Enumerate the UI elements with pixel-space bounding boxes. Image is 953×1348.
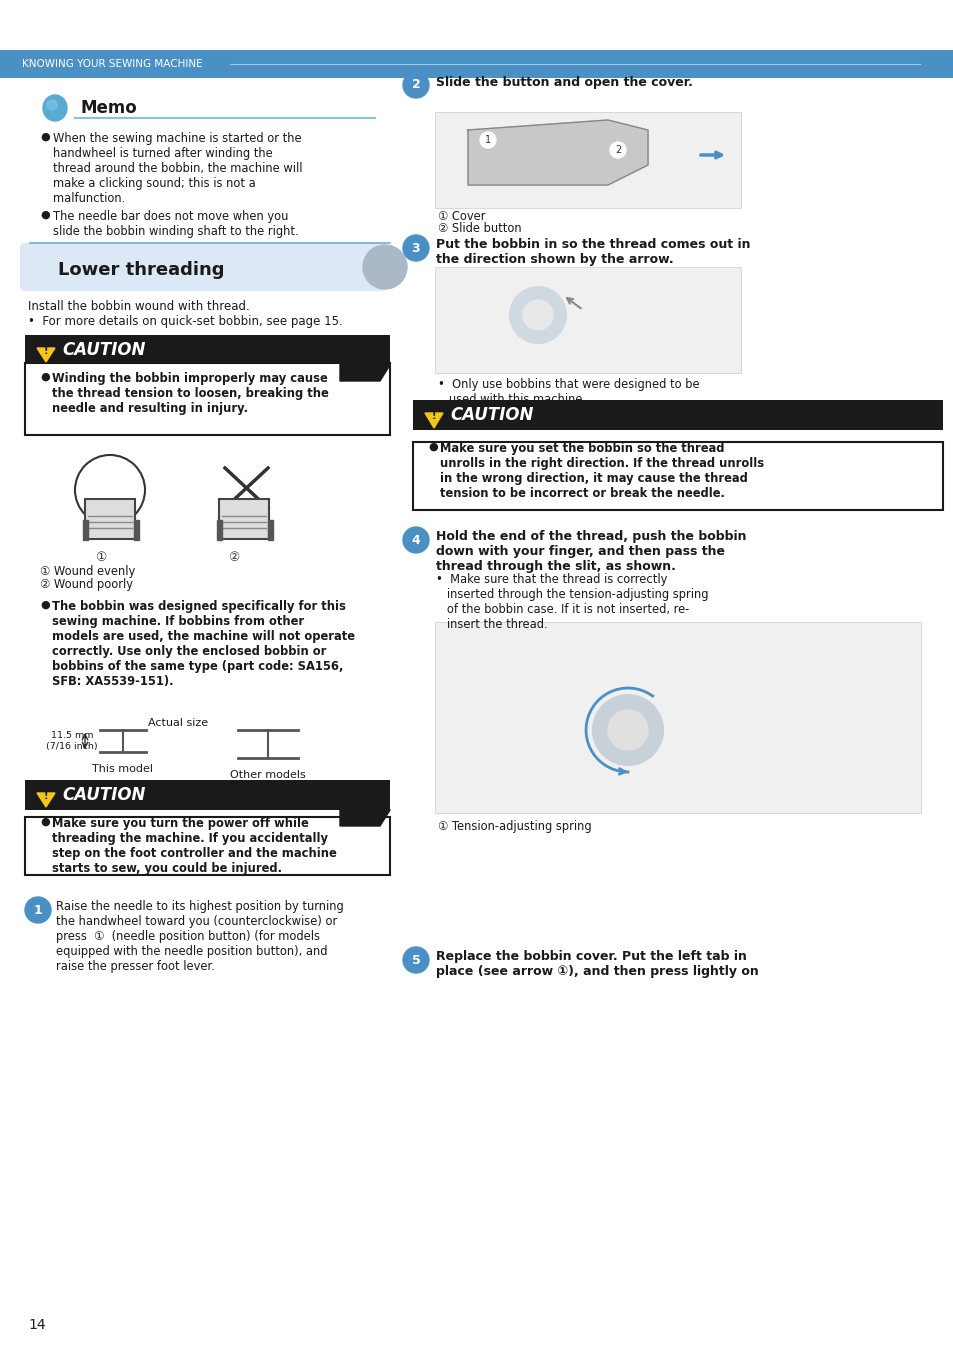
Text: Lower threading: Lower threading bbox=[58, 262, 224, 279]
FancyBboxPatch shape bbox=[20, 243, 385, 291]
FancyBboxPatch shape bbox=[25, 363, 390, 435]
Text: CAUTION: CAUTION bbox=[450, 406, 533, 425]
FancyBboxPatch shape bbox=[85, 499, 135, 539]
Polygon shape bbox=[424, 412, 442, 429]
Text: Make sure you turn the power off while
threading the machine. If you accidentall: Make sure you turn the power off while t… bbox=[52, 817, 336, 875]
Circle shape bbox=[402, 527, 429, 553]
Text: !: ! bbox=[44, 346, 49, 356]
Text: !: ! bbox=[432, 411, 436, 421]
FancyBboxPatch shape bbox=[435, 112, 740, 208]
Text: 14: 14 bbox=[28, 1318, 46, 1332]
Polygon shape bbox=[37, 793, 55, 807]
Text: ① Tension-adjusting spring: ① Tension-adjusting spring bbox=[437, 820, 591, 833]
Text: 5: 5 bbox=[411, 953, 420, 967]
Text: Winding the bobbin improperly may cause
the thread tension to loosen, breaking t: Winding the bobbin improperly may cause … bbox=[52, 372, 329, 415]
Text: Hold the end of the thread, push the bobbin
down with your finger, and then pass: Hold the end of the thread, push the bob… bbox=[436, 530, 745, 573]
Text: Memo: Memo bbox=[80, 98, 136, 117]
Text: Replace the bobbin cover. Put the left tab in
place (see arrow ①), and then pres: Replace the bobbin cover. Put the left t… bbox=[436, 950, 758, 979]
FancyBboxPatch shape bbox=[413, 400, 942, 430]
Text: ① Wound evenly: ① Wound evenly bbox=[40, 565, 135, 578]
FancyBboxPatch shape bbox=[25, 336, 390, 365]
Polygon shape bbox=[268, 520, 273, 541]
FancyBboxPatch shape bbox=[435, 267, 740, 373]
Text: 11.5 mm
(7/16 inch): 11.5 mm (7/16 inch) bbox=[46, 732, 98, 751]
Text: !: ! bbox=[44, 791, 49, 801]
Text: Put the bobbin in so the thread comes out in
the direction shown by the arrow.: Put the bobbin in so the thread comes ou… bbox=[436, 239, 750, 266]
Text: ●: ● bbox=[40, 132, 50, 142]
Text: ●: ● bbox=[40, 600, 50, 611]
Polygon shape bbox=[83, 520, 88, 541]
Text: ●: ● bbox=[40, 817, 50, 828]
Polygon shape bbox=[339, 794, 390, 826]
Polygon shape bbox=[468, 120, 647, 185]
Text: The bobbin was designed specifically for this
sewing machine. If bobbins from ot: The bobbin was designed specifically for… bbox=[52, 600, 355, 687]
Circle shape bbox=[593, 696, 662, 766]
Polygon shape bbox=[43, 94, 67, 121]
Text: •  For more details on quick-set bobbin, see page 15.: • For more details on quick-set bobbin, … bbox=[28, 315, 342, 328]
Polygon shape bbox=[47, 100, 57, 111]
Text: 1: 1 bbox=[33, 903, 42, 917]
Text: This model: This model bbox=[92, 764, 153, 774]
Text: Actual size: Actual size bbox=[148, 718, 208, 728]
Circle shape bbox=[609, 142, 625, 158]
Text: 2: 2 bbox=[411, 78, 420, 92]
Text: Make sure you set the bobbin so the thread
unrolls in the right direction. If th: Make sure you set the bobbin so the thre… bbox=[439, 442, 763, 500]
Text: KNOWING YOUR SEWING MACHINE: KNOWING YOUR SEWING MACHINE bbox=[22, 59, 202, 69]
FancyBboxPatch shape bbox=[219, 499, 269, 539]
Text: CAUTION: CAUTION bbox=[62, 786, 145, 803]
Text: 4: 4 bbox=[411, 534, 420, 546]
Text: ② Wound poorly: ② Wound poorly bbox=[40, 578, 132, 590]
Circle shape bbox=[363, 245, 407, 288]
Text: CAUTION: CAUTION bbox=[62, 341, 145, 359]
Polygon shape bbox=[133, 520, 139, 541]
Text: Install the bobbin wound with thread.: Install the bobbin wound with thread. bbox=[28, 301, 250, 313]
Polygon shape bbox=[216, 520, 222, 541]
Polygon shape bbox=[37, 348, 55, 363]
FancyBboxPatch shape bbox=[413, 442, 942, 510]
Text: •  Make sure that the thread is correctly
   inserted through the tension-adjust: • Make sure that the thread is correctly… bbox=[436, 573, 708, 631]
FancyBboxPatch shape bbox=[0, 50, 953, 78]
Text: •  Only use bobbins that were designed to be
   used with this machine.: • Only use bobbins that were designed to… bbox=[437, 377, 699, 406]
Text: ② Slide button: ② Slide button bbox=[437, 222, 521, 235]
FancyBboxPatch shape bbox=[25, 817, 390, 875]
Text: 3: 3 bbox=[412, 241, 420, 255]
Text: Other models: Other models bbox=[230, 770, 306, 780]
Circle shape bbox=[402, 948, 429, 973]
Text: ①: ① bbox=[95, 551, 106, 563]
Text: Slide the button and open the cover.: Slide the button and open the cover. bbox=[436, 75, 692, 89]
FancyBboxPatch shape bbox=[435, 621, 920, 813]
Text: 2: 2 bbox=[615, 146, 620, 155]
Circle shape bbox=[607, 710, 647, 749]
Circle shape bbox=[402, 71, 429, 98]
Text: ●: ● bbox=[40, 210, 50, 220]
Text: ●: ● bbox=[428, 442, 437, 452]
Text: ●: ● bbox=[40, 372, 50, 381]
Text: ②: ② bbox=[228, 551, 239, 563]
Text: ① Cover: ① Cover bbox=[437, 210, 485, 222]
Text: When the sewing machine is started or the
handwheel is turned after winding the
: When the sewing machine is started or th… bbox=[53, 132, 302, 205]
Text: Raise the needle to its highest position by turning
the handwheel toward you (co: Raise the needle to its highest position… bbox=[56, 900, 343, 973]
Text: 1: 1 bbox=[484, 135, 491, 146]
Text: The needle bar does not move when you
slide the bobbin winding shaft to the righ: The needle bar does not move when you sl… bbox=[53, 210, 298, 239]
Circle shape bbox=[402, 235, 429, 262]
Circle shape bbox=[479, 132, 496, 148]
Polygon shape bbox=[339, 349, 390, 381]
Circle shape bbox=[522, 301, 553, 330]
FancyBboxPatch shape bbox=[25, 780, 390, 810]
Circle shape bbox=[510, 287, 565, 342]
Circle shape bbox=[25, 896, 51, 923]
